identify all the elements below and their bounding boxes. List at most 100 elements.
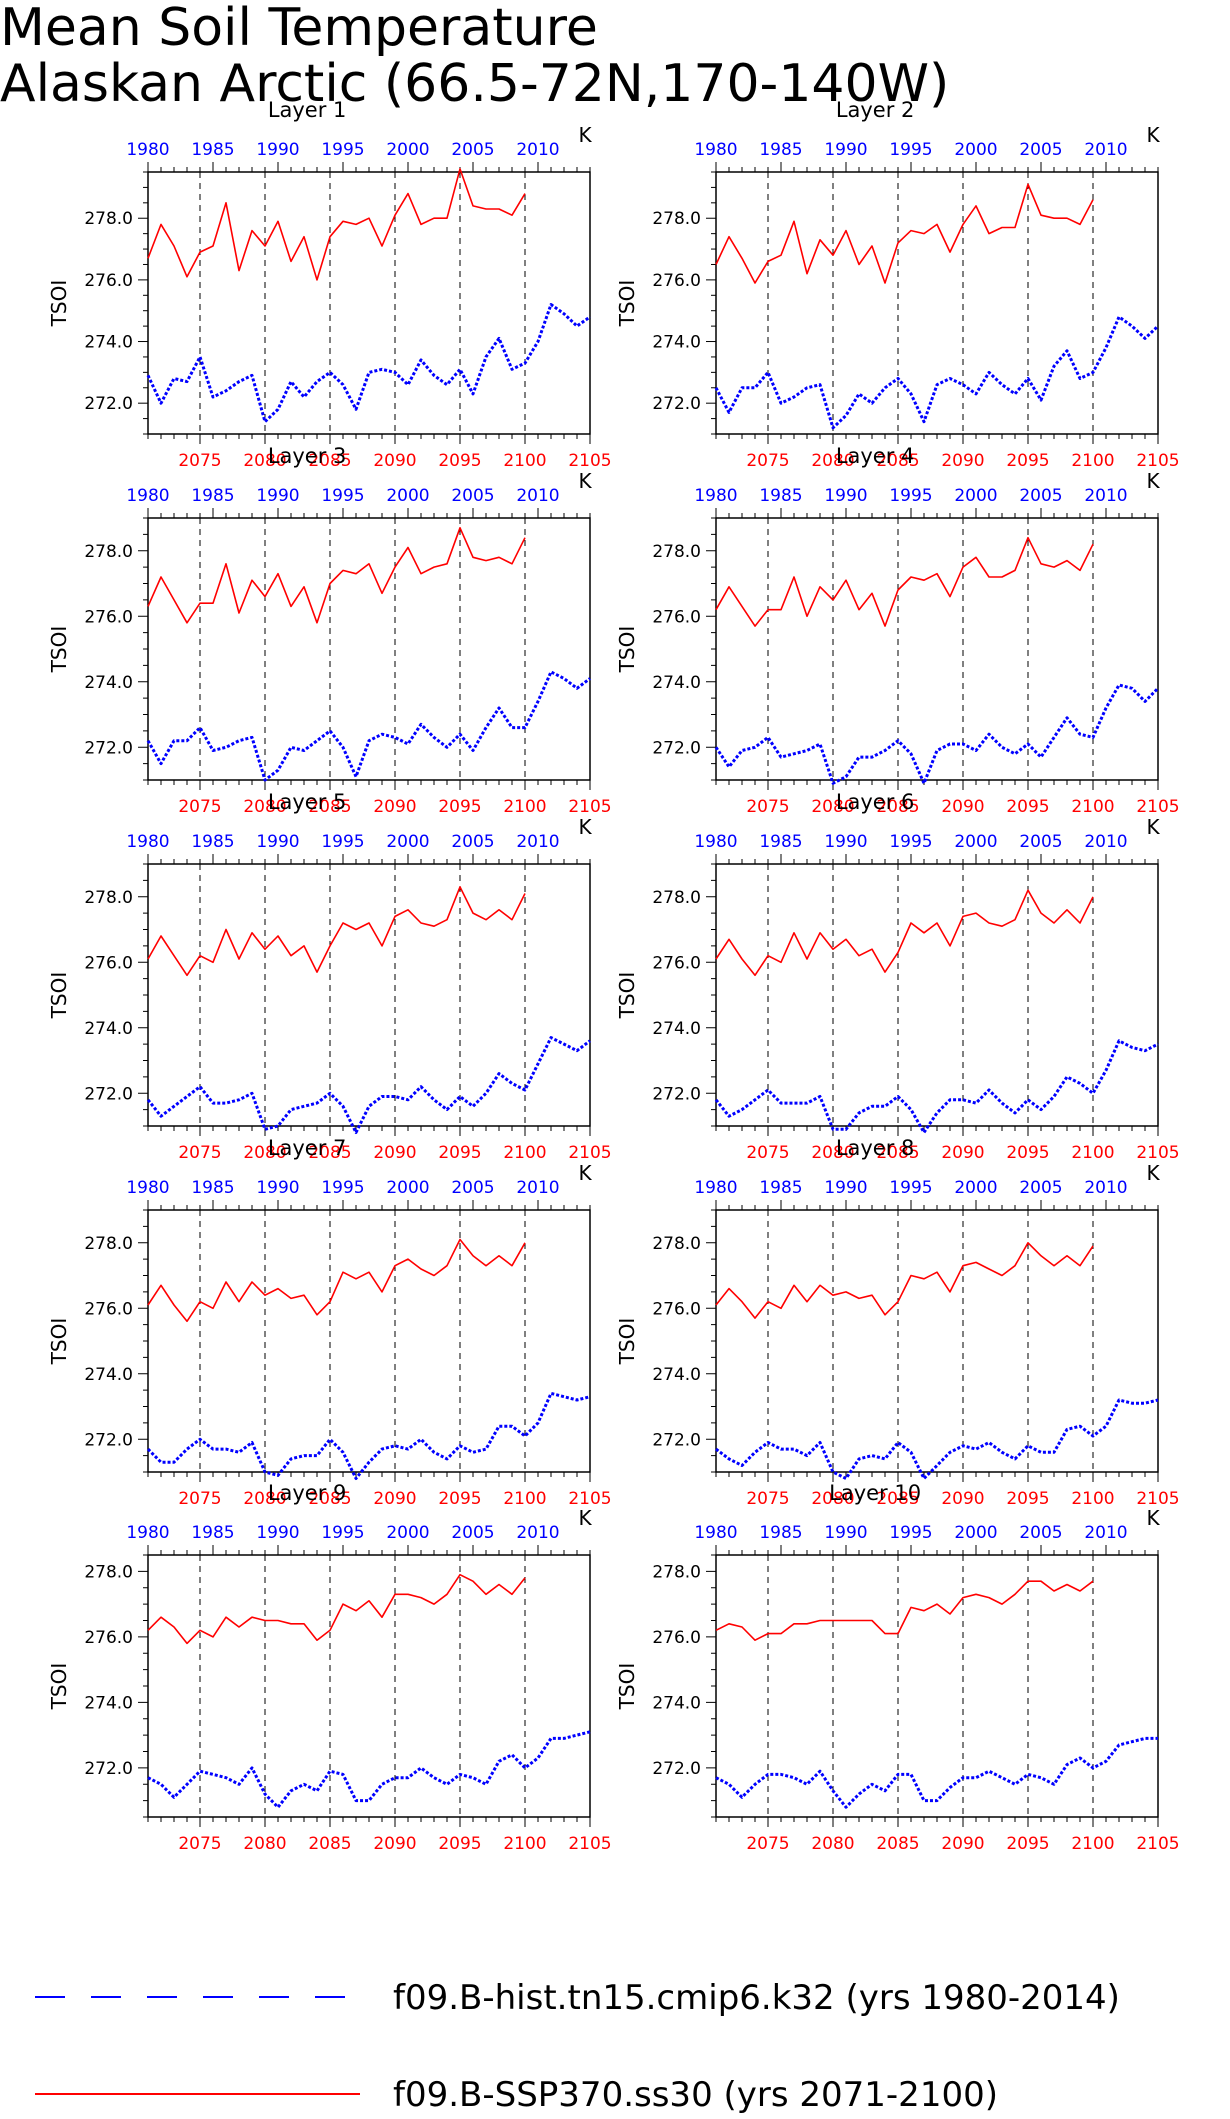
- x-tick-label: 2090: [941, 1143, 984, 1163]
- x-tick-label: 2105: [1136, 1143, 1179, 1163]
- y-tick-label: 278.0: [84, 209, 133, 229]
- y-axis-label: TSOI: [47, 1318, 71, 1366]
- y-tick-label: 274.0: [652, 673, 701, 693]
- y-tick-label: 276.0: [84, 607, 133, 627]
- chart-panel: Layer 9 2075 2080 2085 2090 2095 2100 2105 1980 1…: [47, 1481, 612, 1854]
- x-tick-label: 2090: [373, 797, 416, 817]
- x-top-tick-label: 1995: [321, 1178, 364, 1198]
- series-line-ssp: [715, 1580, 1094, 1641]
- series-line-ssp: [147, 168, 526, 281]
- plot-frame: [147, 1554, 591, 1818]
- y-tick-label: 278.0: [652, 209, 701, 229]
- x-tick-label: 2095: [438, 451, 481, 471]
- panel-title: Layer 2: [836, 98, 915, 122]
- plot-frame: [147, 1209, 591, 1473]
- series-line-ssp: [715, 1242, 1094, 1319]
- series-line-hist: [715, 1398, 1159, 1480]
- y-tick-label: 272.0: [652, 1430, 701, 1450]
- x-top-tick-label: 2010: [516, 486, 559, 506]
- x-top-tick-label: 2005: [451, 1178, 494, 1198]
- y-tick-label: 278.0: [84, 888, 133, 908]
- x-top-tick-label: 2010: [1084, 1178, 1127, 1198]
- y-tick-label: 276.0: [652, 1299, 701, 1319]
- figure-title: Mean Soil Temperature Alaskan Arctic (66…: [0, 0, 949, 112]
- x-tick-label: 2075: [746, 1143, 789, 1163]
- chart-panel: Layer 7 2075 2080 2085 2090 2095 2100 2105 1980 1…: [47, 1136, 612, 1509]
- x-tick-label: 2100: [1071, 1143, 1114, 1163]
- y-tick-label: 274.0: [84, 673, 133, 693]
- x-top-tick-label: 2005: [451, 832, 494, 852]
- y-tick-label: 276.0: [652, 271, 701, 291]
- x-top-tick-label: 2000: [954, 1178, 997, 1198]
- x-tick-label: 2090: [941, 1489, 984, 1509]
- y-tick-label: 278.0: [652, 1562, 701, 1582]
- panel-title: Layer 9: [268, 1481, 347, 1505]
- x-top-tick-label: 2000: [954, 832, 997, 852]
- x-tick-label: 2090: [941, 797, 984, 817]
- x-top-tick-label: 1995: [889, 486, 932, 506]
- x-tick-label: 2085: [308, 1143, 351, 1163]
- legend-ssp-label: f09.B-SSP370.ss30 (yrs 2071-2100): [393, 2075, 998, 2115]
- series-line-hist: [147, 1730, 591, 1809]
- units-label: K: [578, 815, 592, 839]
- y-tick-label: 278.0: [652, 542, 701, 562]
- x-tick-label: 2085: [876, 1489, 919, 1509]
- x-top-tick-label: 1995: [889, 140, 932, 160]
- panel-title: Layer 7: [268, 1136, 347, 1160]
- x-top-tick-label: 2005: [1019, 832, 1062, 852]
- x-top-tick-label: 2000: [386, 140, 429, 160]
- series-line-ssp: [715, 889, 1094, 977]
- x-top-tick-label: 2010: [1084, 140, 1127, 160]
- chart-panel: Layer 2 2075 2080 2085 2090 2095 2100 2105 1980 1…: [615, 98, 1180, 471]
- x-tick-label: 2085: [876, 451, 919, 471]
- x-tick-label: 2105: [568, 1143, 611, 1163]
- x-top-tick-label: 1990: [824, 1178, 867, 1198]
- x-tick-label: 2075: [178, 797, 221, 817]
- y-tick-label: 272.0: [652, 394, 701, 414]
- x-top-tick-label: 1985: [191, 140, 234, 160]
- legend-hist-label: f09.B-hist.tn15.cmip6.k32 (yrs 1980-2014…: [393, 1978, 1120, 2018]
- y-tick-label: 278.0: [84, 542, 133, 562]
- y-tick-label: 276.0: [84, 271, 133, 291]
- y-tick-label: 272.0: [84, 738, 133, 758]
- x-top-tick-label: 1980: [694, 832, 737, 852]
- x-top-tick-label: 1990: [256, 486, 299, 506]
- x-top-tick-label: 1990: [256, 1178, 299, 1198]
- x-tick-label: 2095: [1006, 1489, 1049, 1509]
- x-top-tick-label: 1985: [759, 1178, 802, 1198]
- x-top-tick-label: 1980: [694, 1178, 737, 1198]
- x-tick-label: 2095: [1006, 797, 1049, 817]
- units-label: K: [578, 123, 592, 147]
- x-top-tick-label: 1985: [759, 486, 802, 506]
- x-tick-label: 2085: [308, 797, 351, 817]
- x-top-tick-label: 1995: [321, 1523, 364, 1543]
- y-axis-label: TSOI: [615, 626, 639, 674]
- x-tick-label: 2090: [941, 1834, 984, 1854]
- x-tick-label: 2090: [373, 1489, 416, 1509]
- x-tick-label: 2105: [568, 1489, 611, 1509]
- x-tick-label: 2100: [1071, 1834, 1114, 1854]
- series-line-hist: [146, 303, 591, 424]
- x-top-tick-label: 1990: [256, 1523, 299, 1543]
- y-tick-label: 274.0: [84, 1019, 133, 1039]
- x-top-tick-label: 2000: [386, 1178, 429, 1198]
- panel-title: Layer 6: [836, 790, 915, 814]
- plot-frame: [715, 1554, 1159, 1818]
- x-top-tick-label: 2010: [516, 1178, 559, 1198]
- x-top-tick-label: 1980: [694, 486, 737, 506]
- y-tick-label: 272.0: [652, 1084, 701, 1104]
- units-label: K: [578, 1506, 592, 1530]
- x-top-tick-label: 1985: [191, 832, 234, 852]
- x-tick-label: 2080: [811, 1143, 854, 1163]
- x-tick-label: 2085: [876, 1834, 919, 1854]
- x-tick-label: 2080: [811, 451, 854, 471]
- x-tick-label: 2075: [746, 797, 789, 817]
- x-top-tick-label: 2000: [954, 140, 997, 160]
- x-top-tick-label: 1990: [824, 832, 867, 852]
- x-tick-label: 2080: [243, 1143, 286, 1163]
- x-tick-label: 2095: [1006, 1834, 1049, 1854]
- x-tick-label: 2100: [1071, 1489, 1114, 1509]
- x-tick-label: 2100: [1071, 797, 1114, 817]
- y-axis-label: TSOI: [615, 972, 639, 1020]
- x-top-tick-label: 1995: [321, 140, 364, 160]
